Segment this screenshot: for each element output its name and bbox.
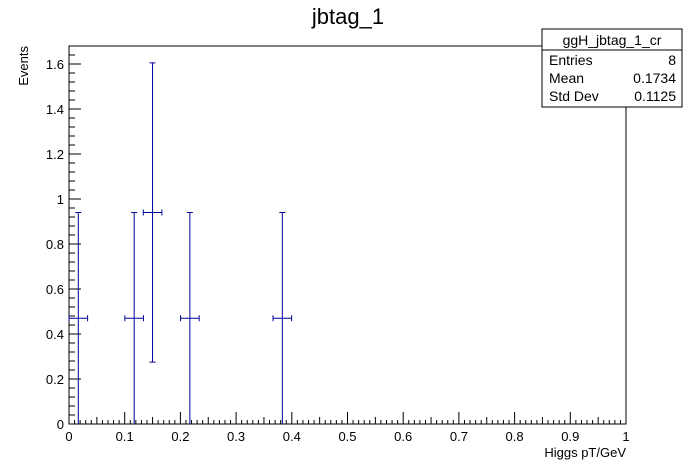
x-tick-label: 0.6 [394, 429, 412, 444]
y-tick-label: 1.4 [46, 102, 64, 117]
data-point [272, 212, 293, 424]
chart-title: jbtag_1 [311, 4, 384, 29]
x-axis-title: Higgs pT/GeV [544, 445, 626, 460]
y-tick-label: 1.6 [46, 57, 64, 72]
stats-entries-value: 8 [668, 52, 676, 68]
stats-stddev-value: 0.1125 [634, 88, 676, 104]
x-tick-label: 0 [65, 429, 72, 444]
y-tick-label: 1.2 [46, 147, 64, 162]
stats-mean-label: Mean [549, 70, 584, 86]
stats-box-title: ggH_jbtag_1_cr [563, 32, 662, 48]
x-tick-label: 0.2 [171, 429, 189, 444]
x-tick-label: 0.4 [283, 429, 301, 444]
y-axis-title: Events [16, 46, 31, 86]
y-tick-label: 1 [57, 192, 64, 207]
y-tick-label: 0.4 [46, 327, 64, 342]
stats-mean-value: 0.1734 [633, 70, 676, 86]
y-axis: 0 0.2 0.4 0.6 0.8 1 1.2 1.4 1.6 [46, 45, 81, 432]
data-point [68, 212, 89, 424]
x-tick-label: 0.5 [338, 429, 356, 444]
x-tick-label: 0.8 [506, 429, 524, 444]
y-tick-label: 0.8 [46, 237, 64, 252]
data-point [180, 212, 200, 424]
y-tick-label: 0.6 [46, 282, 64, 297]
data-point [142, 62, 163, 363]
x-tick-label: 0.9 [561, 429, 579, 444]
x-axis: 0 0.1 0.2 0.3 0.4 0.5 0.6 0.7 0.8 0.9 1 [65, 412, 630, 444]
stats-box: ggH_jbtag_1_cr Entries 8 Mean 0.1734 Std… [541, 28, 683, 108]
y-tick-label: 0 [57, 417, 64, 432]
data-points [68, 62, 293, 424]
x-tick-label: 0.1 [116, 429, 134, 444]
x-tick-label: 1 [622, 429, 629, 444]
y-tick-label: 0.2 [46, 372, 64, 387]
x-tick-label: 0.7 [450, 429, 468, 444]
x-tick-label: 0.3 [227, 429, 245, 444]
stats-entries-label: Entries [549, 52, 593, 68]
stats-box-frame [541, 28, 683, 108]
data-point [124, 212, 144, 424]
stats-stddev-label: Std Dev [549, 88, 599, 104]
